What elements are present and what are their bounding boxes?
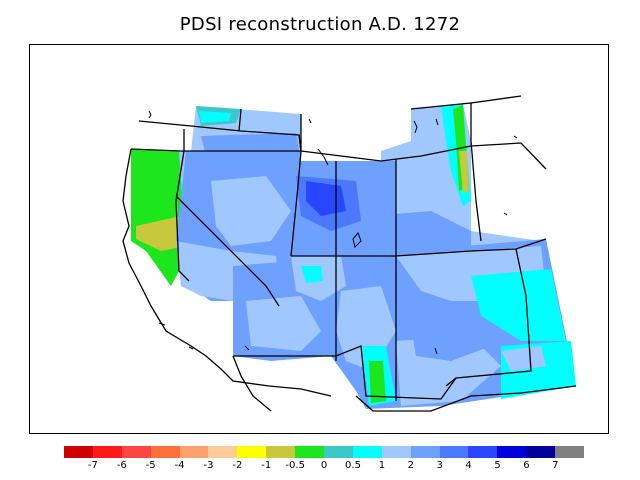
colorbar-swatch: [295, 446, 325, 458]
colorbar-swatch: [266, 446, 296, 458]
map-frame: [29, 44, 609, 434]
colorbar-swatch: [150, 446, 180, 458]
colorbar-tick-label: -1: [261, 460, 272, 471]
colorbar-tick-label: -7: [87, 460, 98, 471]
colorbar-tick-label: -3: [203, 460, 214, 471]
colorbar-swatch: [64, 446, 93, 458]
colorbar-swatch: [208, 446, 238, 458]
pdsi-field: [131, 104, 576, 409]
colorbar-tick-label: -4: [174, 460, 185, 471]
colorbar-tick-label: 0: [320, 460, 328, 471]
colorbar-swatch: [497, 446, 527, 458]
colorbar-tick-label: 7: [552, 460, 559, 471]
colorbar-tick-label: -6: [116, 460, 127, 471]
colorbar-tick-label: -5: [145, 460, 156, 471]
colorbar-swatch: [468, 446, 498, 458]
colorbar-swatch: [526, 446, 556, 458]
colorbar-tick-label: -2: [232, 460, 243, 471]
map-title: PDSI reconstruction A.D. 1272: [179, 14, 461, 35]
colorbar-tick-label: 4: [465, 460, 472, 471]
colorbar-tick-label: 0.5: [345, 460, 361, 471]
lakes: [148, 110, 518, 355]
colorbar-tick-labels: -7 -6 -5 -4 -3 -2 -1 -0.5 0 0.5 1 2 3 4 5 6 7: [64, 460, 584, 474]
colorbar-swatch: [121, 446, 151, 458]
colorbar-tick-label: 5: [494, 460, 501, 471]
pdsi-map: [122, 95, 577, 412]
colorbar-swatch: [439, 446, 469, 458]
colorbar-swatch: [324, 446, 353, 458]
colorbar-swatch: [555, 446, 585, 458]
colorbar-swatch: [352, 446, 382, 458]
colorbar-swatch: [179, 446, 209, 458]
colorbar-swatch: [92, 446, 122, 458]
colorbar-tick-label: 2: [407, 460, 414, 471]
colorbar-tick-label: 6: [523, 460, 530, 471]
colorbar-tick-label: 1: [378, 460, 386, 471]
colorbar: [64, 446, 585, 458]
colorbar-swatch: [410, 446, 440, 458]
colorbar-swatch: [381, 446, 411, 458]
colorbar-tick-label: 3: [436, 460, 443, 471]
colorbar-tick-label: -0.5: [285, 460, 305, 471]
colorbar-swatch: [237, 446, 267, 458]
state-boundaries: [122, 95, 577, 412]
